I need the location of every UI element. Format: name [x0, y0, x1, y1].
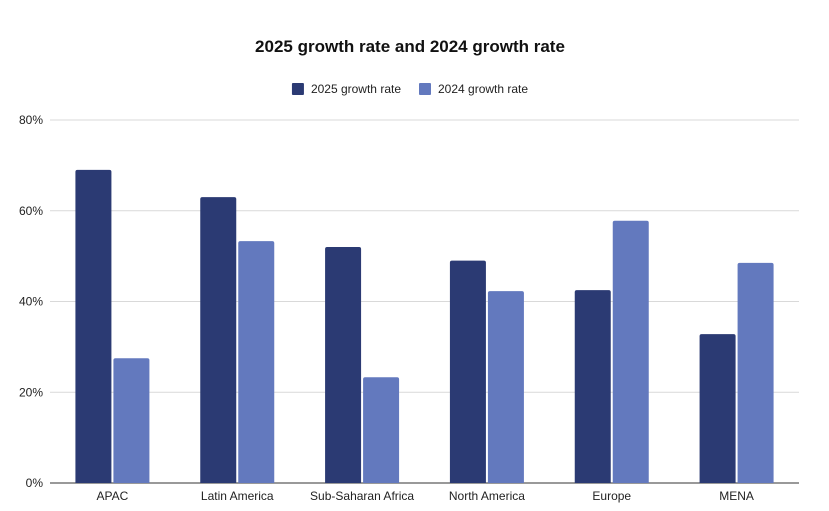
bar-series2-mena: [737, 262, 774, 483]
y-tick-label: 80%: [19, 113, 43, 127]
gridlines: [50, 119, 799, 484]
bar-series1-europe: [574, 290, 611, 483]
x-tick-label: Sub-Saharan Africa: [310, 489, 414, 503]
x-tick-label: Latin America: [201, 489, 274, 503]
y-tick-label: 40%: [19, 295, 43, 309]
x-tick-label: APAC: [97, 489, 129, 503]
bars: [75, 169, 774, 484]
y-tick-label: 60%: [19, 204, 43, 218]
bar-series1-latin-america: [200, 197, 237, 483]
x-tick-label: North America: [449, 489, 525, 503]
legend-swatch: [291, 83, 304, 95]
x-tick-label: Europe: [592, 489, 631, 503]
y-tick-label: 0%: [26, 476, 44, 490]
bar-series1-sub-saharan-africa: [325, 247, 362, 483]
bar-series1-north-america: [449, 260, 486, 483]
legend-swatch: [419, 83, 431, 95]
y-axis-ticks: 0% 20% 40% 60% 80%: [19, 113, 43, 490]
bar-series2-europe: [612, 220, 649, 484]
x-axis-ticks: APAC Latin America Sub-Saharan Africa North…: [97, 489, 754, 503]
x-tick-label: MENA: [719, 489, 754, 503]
legend: 2025 growth rate 2024 growth rate: [291, 82, 528, 96]
bar-series2-latin-america: [238, 241, 275, 483]
legend-label: 2024 growth rate: [438, 82, 528, 96]
bar-series2-north-america: [487, 291, 524, 483]
bar-series2-sub-saharan-africa: [363, 377, 400, 483]
y-tick-label: 20%: [19, 385, 43, 399]
bar-series1-apac: [75, 169, 112, 483]
bar-series1-mena: [699, 334, 736, 483]
bar-series2-apac: [113, 358, 150, 483]
chart-title: 2025 growth rate and 2024 growth rate: [255, 37, 565, 56]
legend-label: 2025 growth rate: [311, 82, 401, 96]
